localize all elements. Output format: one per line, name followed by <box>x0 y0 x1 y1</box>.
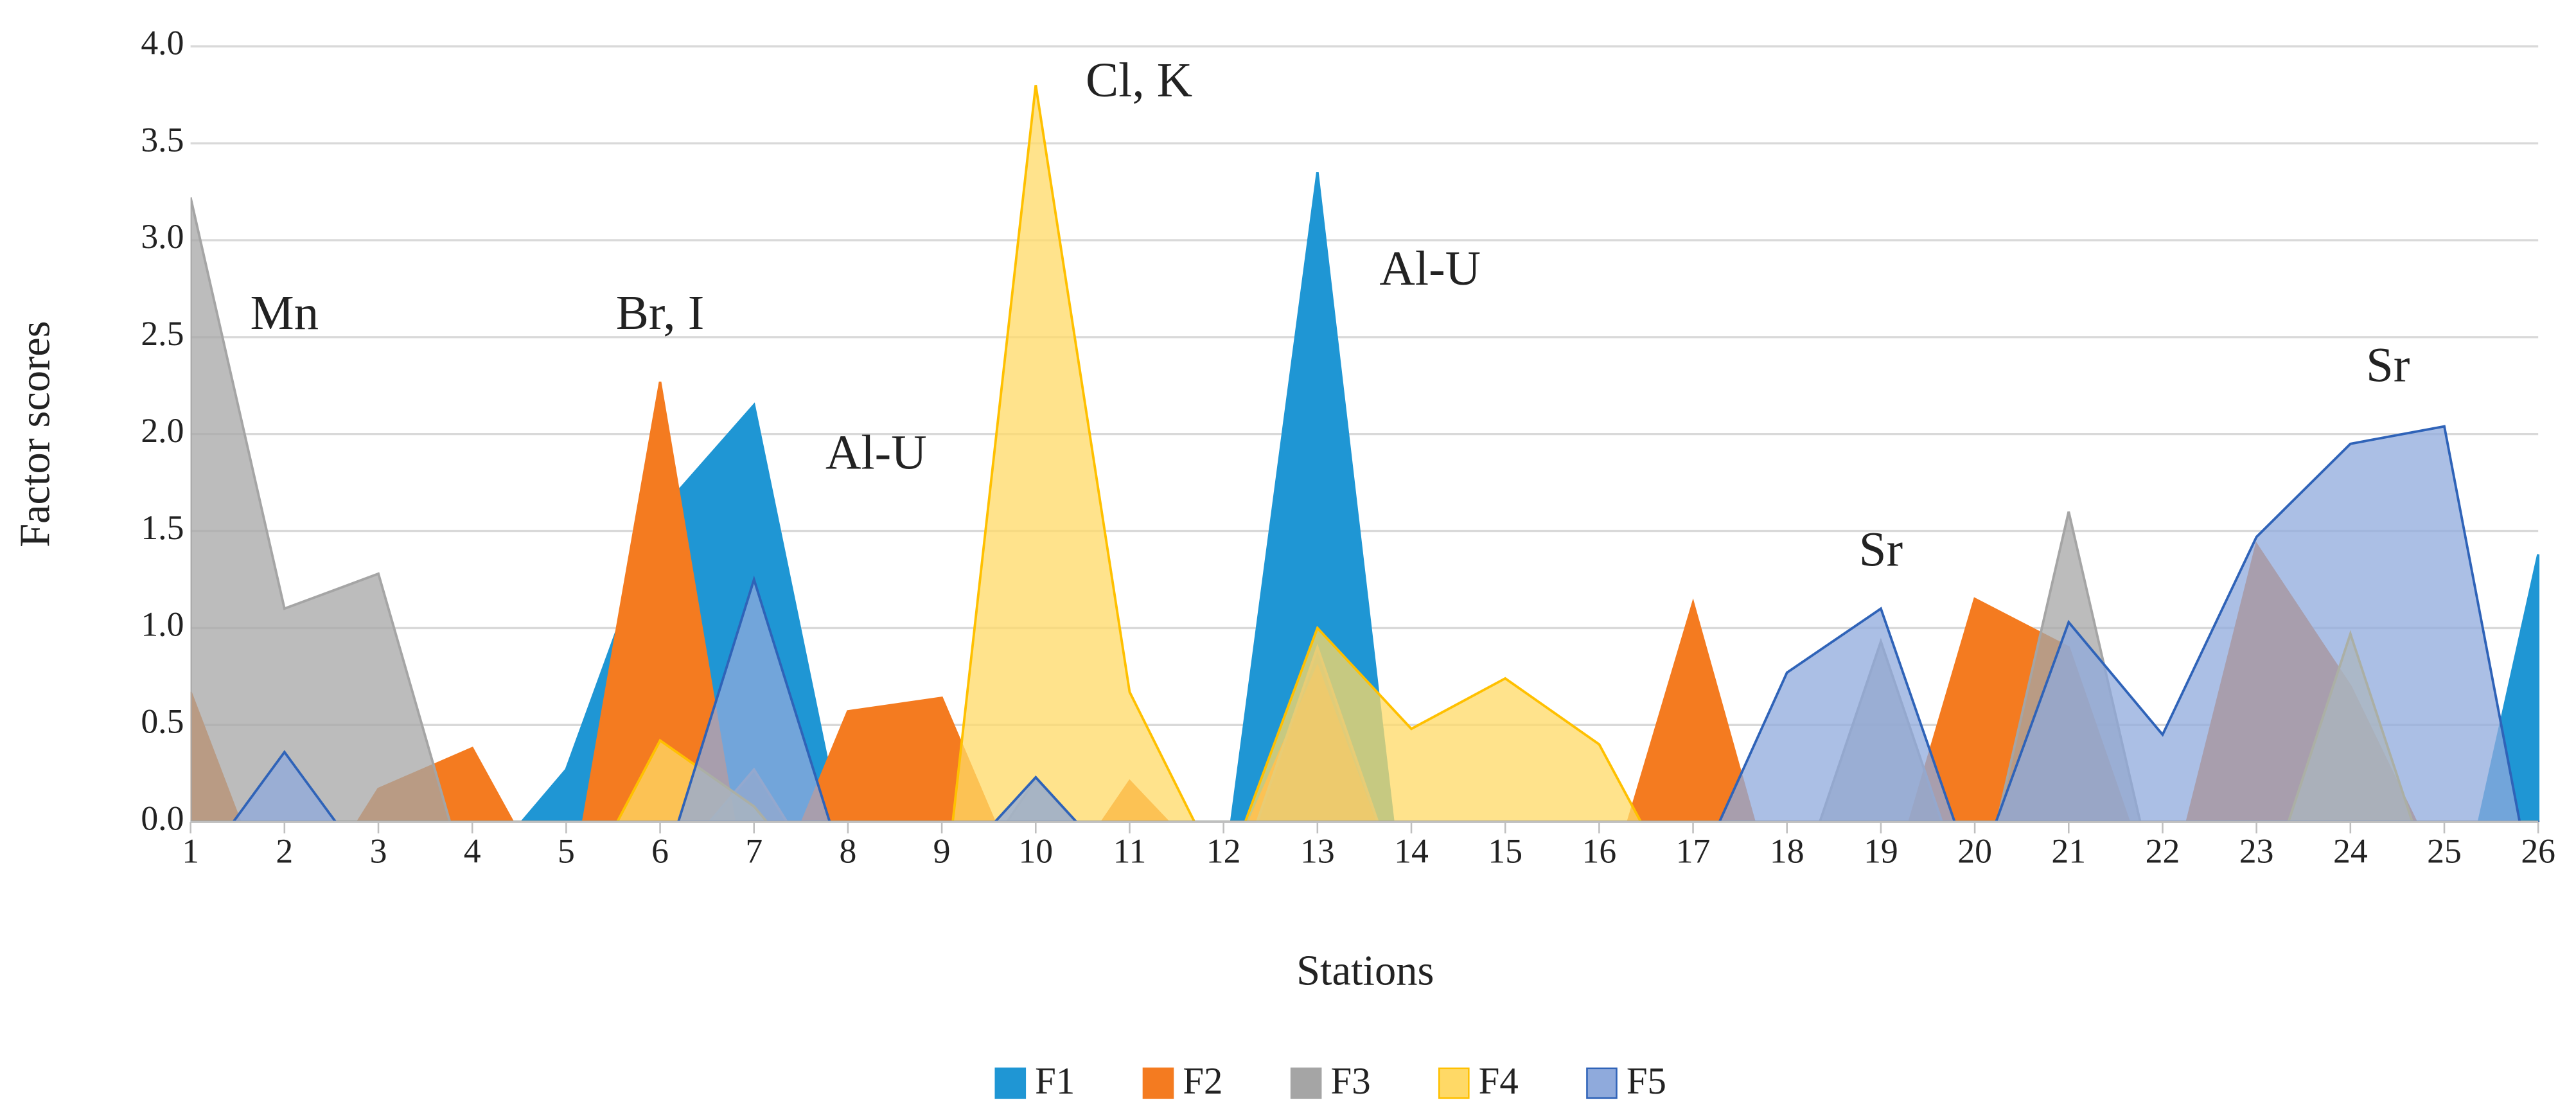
y-tick-label: 0.5 <box>141 702 184 741</box>
legend-swatch <box>1586 1067 1618 1099</box>
annotation: Sr <box>2366 338 2410 393</box>
x-tick-label: 18 <box>1770 832 1804 871</box>
x-tick-label: 5 <box>558 832 575 871</box>
annotation: Cl, K <box>1086 53 1192 107</box>
y-tick-label: 2.5 <box>141 314 184 353</box>
annotation: Mn <box>251 285 319 340</box>
x-tick-label: 13 <box>1300 832 1335 871</box>
plot-area <box>190 85 2540 822</box>
x-tick-label: 12 <box>1206 832 1241 871</box>
x-tick-label: 16 <box>1582 832 1617 871</box>
x-tick-label: 20 <box>1957 832 1992 871</box>
x-tick-label: 7 <box>745 832 763 871</box>
area-series <box>190 172 2540 822</box>
area-series <box>190 197 2540 822</box>
x-tick-label: 19 <box>1864 832 1898 871</box>
x-tick-label: 2 <box>276 832 293 871</box>
y-tick-label: 3.0 <box>141 217 184 256</box>
x-tick-label: 24 <box>2333 832 2368 871</box>
y-tick-label: 2.0 <box>141 411 184 450</box>
x-tick-label: 25 <box>2427 832 2462 871</box>
x-tick-label: 26 <box>2521 832 2555 871</box>
annotation: Br, I <box>616 285 705 340</box>
x-tick-label: 15 <box>1488 832 1522 871</box>
x-tick-label: 6 <box>651 832 669 871</box>
labels: 0.00.51.01.52.02.53.03.54.01 2 3 4 5 6 7 8 9 10 11… <box>141 23 2555 1101</box>
legend-label: F2 <box>1183 1060 1222 1102</box>
legend-label: F3 <box>1330 1060 1370 1102</box>
legend-label: F4 <box>1479 1060 1519 1102</box>
x-axis-title: Stations <box>1296 947 1434 994</box>
x-tick-label: 4 <box>464 832 481 871</box>
x-tick-label: 23 <box>2239 832 2274 871</box>
y-tick-label: 3.5 <box>141 120 184 159</box>
x-tick-label: 21 <box>2051 832 2086 871</box>
legend-label: F5 <box>1627 1060 1666 1102</box>
annotation: Sr <box>1859 522 1903 576</box>
y-tick-label: 4.0 <box>141 23 184 62</box>
y-tick-label: 0.0 <box>141 799 184 838</box>
annotation: Al-U <box>1379 241 1481 296</box>
legend-swatch <box>1290 1067 1322 1099</box>
x-tick-label: 1 <box>182 832 199 871</box>
x-tick-label: 17 <box>1676 832 1711 871</box>
legend-label: F1 <box>1035 1060 1075 1102</box>
x-tick-label: 22 <box>2146 832 2180 871</box>
x-tick-label: 3 <box>370 832 387 871</box>
y-tick-label: 1.5 <box>141 508 184 547</box>
x-tick-label: 9 <box>933 832 951 871</box>
legend-swatch <box>1438 1067 1470 1099</box>
annotation: Al-U <box>825 425 927 479</box>
x-tick-label: 11 <box>1113 832 1147 871</box>
legend-swatch <box>1142 1067 1174 1099</box>
x-tick-label: 8 <box>840 832 857 871</box>
y-axis-title: Factor scores <box>12 321 59 547</box>
y-tick-label: 1.0 <box>141 605 184 644</box>
x-tick-label: 14 <box>1394 832 1429 871</box>
x-tick-label: 10 <box>1018 832 1053 871</box>
area-series <box>190 425 2540 822</box>
legend-swatch <box>994 1067 1027 1099</box>
